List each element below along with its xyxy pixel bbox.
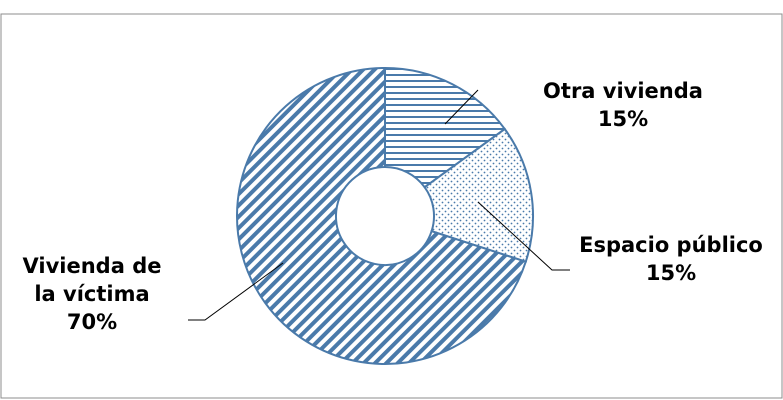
slice-percent-label: 70% <box>67 310 117 334</box>
chart-frame <box>0 13 783 399</box>
slice-category-label: Espacio público <box>579 233 763 257</box>
slice-percent-label: 15% <box>598 107 648 131</box>
leader-line <box>188 262 284 321</box>
slice-percent-label: 15% <box>646 261 696 285</box>
slice-category-label: Vivienda de <box>23 254 162 278</box>
donut-slice <box>423 127 534 263</box>
leader-line <box>444 89 479 125</box>
leader-line <box>477 201 570 271</box>
slice-category-label: la víctima <box>34 282 149 306</box>
slice-category-label: Otra vivienda <box>543 79 703 103</box>
donut-slice <box>384 66 507 189</box>
donut-slice <box>236 66 528 365</box>
